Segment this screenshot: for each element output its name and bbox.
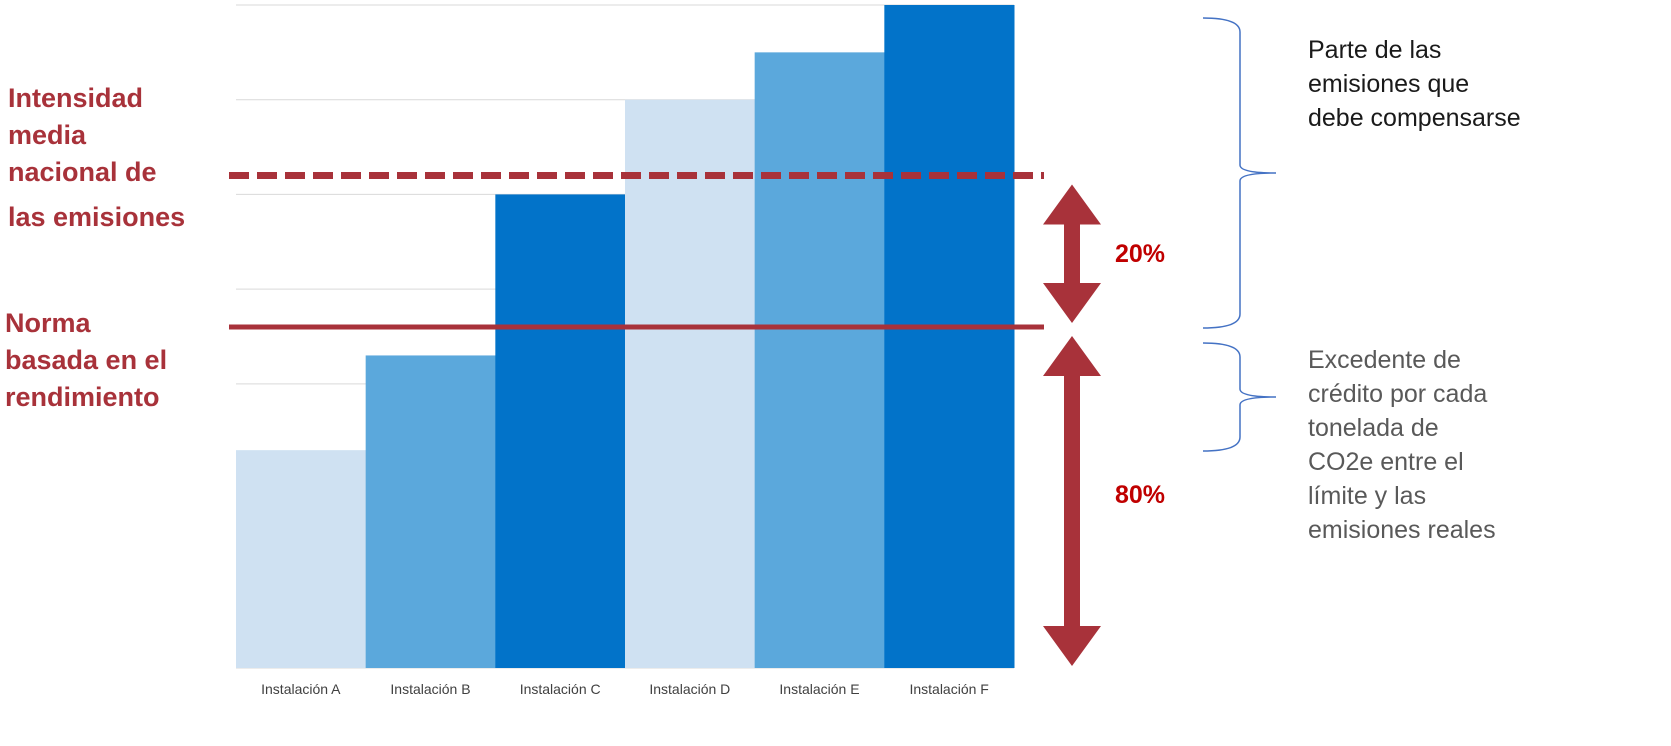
bar-6	[884, 5, 1015, 668]
performance-standard-line-2: basada en el	[5, 345, 168, 375]
national-intensity-line-2: media	[8, 120, 87, 150]
surplus-text: Excedente de crédito por cada tonelada d…	[1308, 343, 1496, 547]
surplus-brace	[1202, 342, 1277, 452]
arrow-80pct	[1043, 336, 1101, 666]
x-tick-label-3: Instalación C	[520, 681, 601, 697]
national-intensity-line-4: las emisiones	[8, 202, 186, 232]
pct-80-label: 80%	[1115, 481, 1166, 509]
national-intensity-line-1: Intensidad	[8, 83, 144, 113]
bar-3	[495, 194, 626, 668]
bars	[236, 5, 1015, 669]
bar-2	[365, 355, 496, 668]
x-tick-label-6: Instalación F	[909, 681, 988, 697]
surplus-line-1: Excedente de	[1308, 346, 1461, 374]
x-tick-label-4: Instalación D	[649, 681, 730, 697]
performance-standard-label: Norma basada en el rendimiento	[5, 305, 167, 416]
compensate-text: Parte de las emisiones que debe compensa…	[1308, 33, 1521, 135]
x-tick-label-1: Instalación A	[261, 681, 341, 697]
compensate-line-1: Parte de las	[1308, 36, 1442, 64]
performance-standard-line-1: Norma	[5, 308, 91, 338]
bar-1	[236, 450, 367, 668]
braces	[1202, 17, 1277, 452]
compensate-brace	[1202, 17, 1277, 329]
surplus-line-6: emisiones reales	[1308, 516, 1496, 544]
double-arrows	[1043, 184, 1101, 666]
performance-standard-line-3: rendimiento	[5, 382, 160, 412]
x-tick-label-2: Instalación B	[390, 681, 470, 697]
surplus-line-4: CO2e entre el	[1308, 448, 1464, 476]
x-tick-label-5: Instalación E	[779, 681, 859, 697]
surplus-line-5: límite y las	[1308, 482, 1427, 510]
national-intensity-line-3: nacional de	[8, 157, 157, 187]
compensate-line-2: emisiones que	[1308, 70, 1470, 98]
pct-20-label: 20%	[1115, 240, 1166, 268]
national-intensity-label: Intensidad media nacional de las emision…	[8, 80, 185, 236]
reference-lines	[229, 171, 1044, 330]
surplus-line-3: tonelada de	[1308, 414, 1439, 442]
compensate-line-3: debe compensarse	[1308, 104, 1521, 132]
surplus-line-2: crédito por cada	[1308, 380, 1488, 408]
bar-5	[754, 52, 885, 669]
arrow-20pct	[1043, 184, 1101, 324]
bar-4	[625, 99, 756, 668]
x-tick-labels: Instalación A Instalación B Instalación C I…	[261, 681, 989, 697]
